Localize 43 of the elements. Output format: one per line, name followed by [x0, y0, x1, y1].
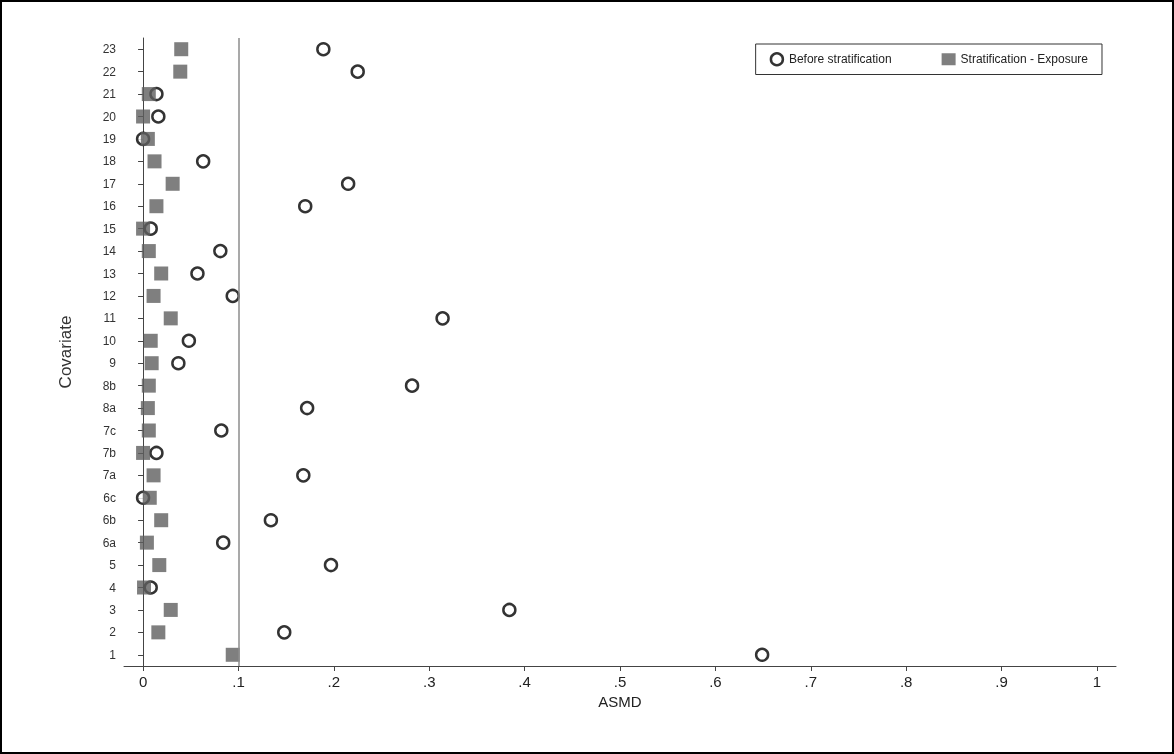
- x-tick-label: .5: [613, 673, 627, 690]
- y-tick-label: 10: [102, 333, 117, 348]
- y-tick-label: 15: [102, 221, 117, 236]
- y-tick-label: 23: [102, 42, 117, 57]
- y-tick-label: 4: [109, 580, 117, 595]
- y-tick-label: 21: [102, 87, 117, 102]
- y-tick-label: 8a: [102, 401, 117, 416]
- y-tick-label: 13: [102, 266, 117, 281]
- y-tick-label: 16: [102, 199, 117, 214]
- x-tick-label: 0: [138, 673, 148, 690]
- y-tick-label: 7c: [103, 423, 116, 438]
- legend-label: Stratification - Exposure: [960, 52, 1089, 67]
- x-axis-title: ASMD: [598, 692, 642, 710]
- y-axis-title: Covariate: [56, 315, 75, 389]
- x-tick-label: .6: [709, 673, 722, 690]
- y-tick-label: 3: [109, 602, 117, 617]
- y-tick-label: 2: [109, 625, 117, 640]
- y-tick-label: 19: [102, 131, 117, 146]
- y-tick-label: 6c: [103, 490, 116, 505]
- x-tick-label: .9: [995, 673, 1008, 690]
- x-tick-label: .4: [518, 673, 531, 690]
- y-tick-label: 12: [102, 288, 117, 303]
- x-tick-label: .1: [232, 673, 245, 690]
- y-tick-label: 7b: [102, 445, 117, 460]
- y-tick-label: 6b: [102, 513, 117, 528]
- y-tick-label: 6a: [102, 535, 117, 550]
- y-tick-label: 18: [102, 154, 117, 169]
- x-tick-label: 1: [1092, 673, 1102, 690]
- y-tick-label: 5: [109, 558, 117, 573]
- y-tick-label: 14: [102, 244, 117, 259]
- x-tick-label: .8: [899, 673, 913, 690]
- x-tick-label: .7: [804, 673, 818, 690]
- y-tick-label: 11: [103, 311, 117, 326]
- x-tick-label: .3: [422, 673, 436, 690]
- y-tick-label: 8b: [102, 378, 117, 393]
- y-tick-label: 17: [102, 176, 117, 191]
- y-tick-label: 22: [102, 64, 117, 79]
- legend-label: Before stratification: [788, 52, 892, 67]
- y-tick-label: 20: [102, 109, 117, 124]
- y-tick-label: 7a: [102, 468, 117, 483]
- y-tick-label: 9: [109, 356, 117, 371]
- y-tick-label: 1: [109, 647, 117, 662]
- x-tick-label: .2: [327, 673, 341, 690]
